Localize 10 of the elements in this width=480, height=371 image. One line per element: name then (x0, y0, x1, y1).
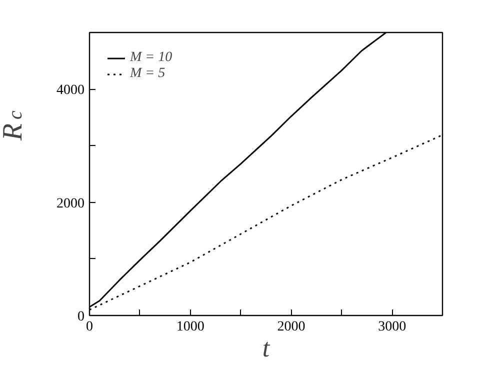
y-tick-label: 0 (78, 310, 84, 324)
legend-label: M = 5 (130, 66, 166, 82)
x-tick-label: 3000 (378, 320, 406, 334)
x-tick-label: 1000 (176, 320, 204, 334)
legend-label: M = 10 (130, 50, 172, 66)
x-tick-label: 2000 (277, 320, 306, 334)
y-tick-label: 4000 (56, 83, 84, 98)
x-axis-title: t (262, 334, 270, 362)
y-tick-label: 2000 (56, 196, 84, 212)
y-axis-title: Rc (0, 110, 28, 142)
